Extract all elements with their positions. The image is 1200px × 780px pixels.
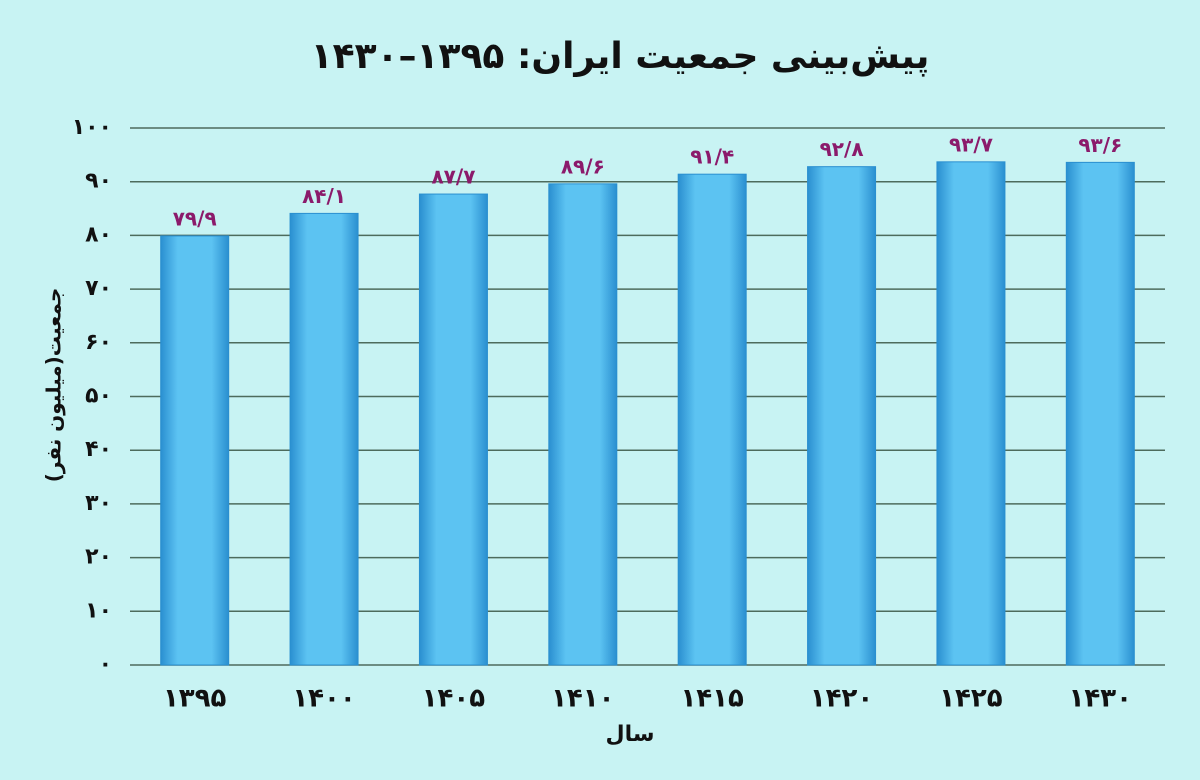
y-tick-label: ۵۰ [85,384,112,409]
data-label: ۹۱/۴ [690,145,734,169]
y-tick-label: ۰ [99,652,112,677]
x-tick-label: ۱۴۲۵ [939,684,1003,714]
data-label: ۸۹/۶ [561,154,605,178]
x-tick-label: ۱۴۰۰ [292,684,355,714]
x-axis-label: سال [606,722,655,747]
data-label: ۷۹/۹ [173,206,217,230]
bar [160,235,230,666]
y-tick-label: ۱۰ [85,598,112,623]
y-tick-label: ۱۰۰ [72,115,112,140]
data-label: ۹۲/۸ [820,137,864,161]
bar [548,183,618,666]
chart-title: پیش‌بینی جمعیت ایران: ۱۳۹۵–۱۴۳۰ [311,36,930,77]
y-axis-label: جمعیت(میلیون نفر) [42,288,66,483]
x-tick-label: ۱۴۱۰ [551,684,614,714]
bar [677,173,747,666]
data-label: ۸۴/۱ [302,184,346,208]
x-tick-label: ۱۴۰۵ [422,684,486,714]
y-tick-label: ۴۰ [85,437,112,462]
bar [936,161,1006,666]
bar [289,212,359,666]
x-tick-label: ۱۴۱۵ [680,684,744,714]
bar [1065,161,1135,666]
bar [418,193,488,666]
y-tick-label: ۳۰ [85,491,112,516]
x-tick-label: ۱۳۹۵ [163,684,227,714]
x-tick-label: ۱۴۳۰ [1069,684,1132,714]
data-label: ۹۳/۶ [1078,133,1122,157]
y-tick-label: ۶۰ [85,330,112,355]
bar [807,166,877,666]
y-tick-label: ۸۰ [85,222,112,247]
y-tick-label: ۷۰ [85,276,112,301]
y-tick-label: ۲۰ [85,545,112,570]
data-label: ۹۳/۷ [949,132,993,156]
data-label: ۸۷/۷ [431,165,475,189]
x-tick-label: ۱۴۲۰ [810,684,873,714]
y-tick-label: ۹۰ [85,169,112,194]
